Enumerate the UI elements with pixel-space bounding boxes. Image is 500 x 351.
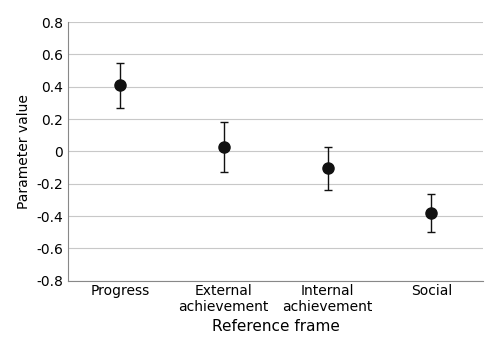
X-axis label: Reference frame: Reference frame <box>212 319 340 335</box>
Y-axis label: Parameter value: Parameter value <box>16 94 30 209</box>
